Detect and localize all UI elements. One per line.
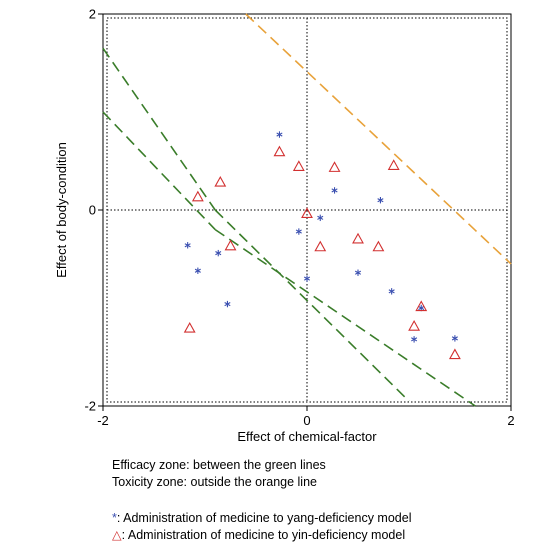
x-axis-label: Effect of chemical-factor bbox=[237, 429, 377, 444]
point-yin-4 bbox=[191, 190, 204, 202]
asterisk-stroke bbox=[451, 336, 458, 341]
legend-item-yang: *: Administration of medicine to yang-de… bbox=[112, 510, 411, 527]
legend-item-yin: △: Administration of medicine to yin-def… bbox=[112, 527, 411, 544]
x-tick-label-2: 2 bbox=[507, 413, 514, 428]
legend: *: Administration of medicine to yang-de… bbox=[112, 510, 411, 544]
efficacy-line-2 bbox=[102, 111, 216, 231]
point-yin-1 bbox=[292, 160, 305, 171]
zone-notes: Efficacy zone: between the green lines T… bbox=[112, 457, 326, 491]
reference-lines bbox=[102, 13, 512, 407]
asterisk-stroke bbox=[411, 337, 418, 342]
point-yin-10 bbox=[372, 240, 385, 252]
point-yin-3 bbox=[387, 159, 400, 170]
point-yin-13 bbox=[448, 348, 461, 360]
axis-ticks: -2 0 2 -2 0 2 bbox=[84, 7, 514, 429]
efficacy-line-3 bbox=[214, 228, 476, 407]
efficacy-zone-note: Efficacy zone: between the green lines bbox=[112, 458, 326, 472]
point-yang-9 bbox=[354, 269, 362, 276]
asterisk-stroke bbox=[295, 229, 302, 234]
asterisk-icon: * bbox=[112, 511, 117, 525]
asterisk-stroke bbox=[184, 243, 191, 248]
point-yang-5 bbox=[215, 249, 222, 257]
point-yin-11 bbox=[415, 300, 428, 312]
efficacy-line-1 bbox=[214, 209, 410, 402]
legend-label-yang: : Administration of medicine to yang-def… bbox=[116, 511, 412, 525]
point-yang-10 bbox=[388, 288, 395, 295]
asterisk-stroke bbox=[354, 270, 362, 275]
y-tick-label-0: -2 bbox=[84, 399, 96, 414]
zero-axis-lines bbox=[107, 18, 507, 402]
point-yang-6 bbox=[224, 300, 231, 308]
point-yang-4 bbox=[194, 267, 201, 274]
legend-label-yin: : Administration of medicine to yin-defi… bbox=[121, 528, 406, 542]
point-yang-2 bbox=[377, 197, 384, 204]
triangle-icon: △ bbox=[112, 528, 122, 542]
point-yin-12 bbox=[408, 320, 421, 331]
point-yin-9 bbox=[352, 232, 364, 244]
point-yang-1 bbox=[331, 187, 338, 194]
x-tick-label-1: 0 bbox=[303, 413, 310, 428]
point-yin-2 bbox=[328, 161, 341, 172]
x-tick-label-0: -2 bbox=[97, 413, 109, 428]
point-yin-0 bbox=[273, 145, 286, 157]
point-yang-3 bbox=[184, 242, 191, 249]
point-yang-12 bbox=[411, 336, 418, 343]
point-yang-8 bbox=[317, 214, 324, 222]
asterisk-stroke bbox=[276, 132, 283, 137]
point-yin-6 bbox=[224, 239, 237, 251]
asterisk-stroke bbox=[194, 268, 201, 273]
asterisk-stroke bbox=[224, 302, 231, 307]
y-axis-label: Effect of body-condition bbox=[54, 142, 69, 278]
toxicity-zone-note: Toxicity zone: outside the orange line bbox=[112, 475, 317, 489]
data-points bbox=[183, 131, 461, 360]
point-yin-14 bbox=[183, 321, 196, 333]
point-yang-13 bbox=[451, 335, 458, 342]
asterisk-stroke bbox=[377, 198, 384, 203]
point-yang-7 bbox=[295, 228, 302, 235]
y-tick-label-2: 2 bbox=[89, 7, 96, 22]
point-yin-8 bbox=[314, 240, 327, 252]
toxicity-line-4 bbox=[245, 13, 512, 265]
asterisk-stroke bbox=[215, 251, 222, 256]
asterisk-stroke bbox=[418, 305, 425, 311]
asterisk-stroke bbox=[317, 215, 324, 220]
point-yin-7 bbox=[301, 207, 313, 218]
asterisk-stroke bbox=[331, 188, 338, 193]
asterisk-stroke bbox=[388, 289, 395, 294]
point-yin-5 bbox=[214, 175, 227, 187]
point-yang-14 bbox=[303, 275, 311, 282]
point-yang-0 bbox=[276, 131, 283, 138]
y-tick-label-1: 0 bbox=[89, 203, 96, 218]
asterisk-stroke bbox=[303, 276, 311, 281]
scatter-chart: -2 0 2 -2 0 2 Effect of chemical-factor Effec… bbox=[54, 7, 515, 445]
